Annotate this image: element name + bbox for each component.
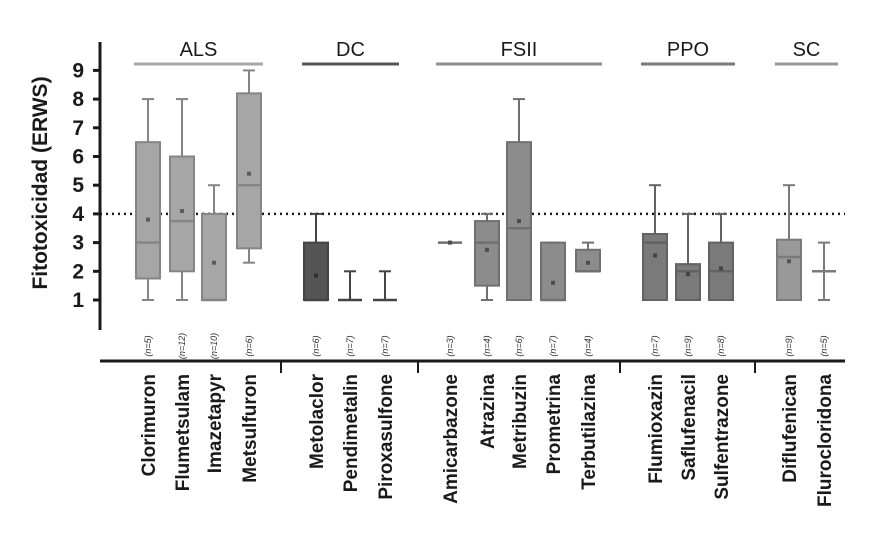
box <box>642 232 668 302</box>
category-label: Sulfentrazone <box>712 374 733 500</box>
n-label: (n=4) <box>482 335 492 356</box>
n-label: (n=5) <box>819 335 829 356</box>
mean-marker <box>448 240 452 245</box>
box <box>303 241 329 302</box>
box <box>575 248 601 273</box>
mean-marker <box>247 171 251 176</box>
n-label: (n=8) <box>716 335 726 356</box>
category-label: Terbutilazina <box>579 374 600 490</box>
box <box>474 220 500 287</box>
mean-marker <box>686 272 690 277</box>
mean-marker <box>551 280 555 285</box>
group-label-ppo: PPO <box>667 39 709 61</box>
n-label: (n=10) <box>209 333 219 359</box>
y-tick-label: 4 <box>72 203 84 226</box>
n-label: (n=9) <box>683 335 693 356</box>
n-label: (n=9) <box>784 335 794 356</box>
box <box>776 238 802 301</box>
y-tick-label: 1 <box>72 289 84 312</box>
n-label: (n=3) <box>445 335 455 356</box>
y-tick-label: 8 <box>72 88 84 111</box>
category-label: Flumetsulam <box>173 374 194 491</box>
mean-marker <box>180 209 184 214</box>
n-label: (n=6) <box>244 335 254 356</box>
n-label: (n=6) <box>311 335 321 356</box>
mean-marker <box>586 260 590 265</box>
category-label: Piroxasulfone <box>376 374 397 500</box>
y-axis-label: Fitotoxicidad (ERWS) <box>29 76 52 289</box>
category-label: Saflufenacil <box>679 374 700 481</box>
y-tick-label: 2 <box>72 260 84 283</box>
group-label-fsii: FSII <box>501 39 538 61</box>
mean-marker <box>314 273 318 278</box>
category-label: Metolaclor <box>307 373 328 469</box>
y-tick-label: 3 <box>72 232 84 255</box>
category-label: Flumioxazin <box>646 374 667 484</box>
category-label: Pendimetalin <box>341 374 362 492</box>
box <box>201 212 227 301</box>
category-label: Prometrina <box>544 374 565 475</box>
box <box>135 141 161 280</box>
category-label: Metsulfuron <box>240 374 261 483</box>
category-label: Amicarbazone <box>441 374 462 504</box>
group-label-als: ALS <box>180 39 218 61</box>
n-label: (n=7) <box>345 335 355 356</box>
n-label: (n=7) <box>650 335 660 356</box>
box <box>236 92 262 250</box>
n-label: (n=7) <box>548 335 558 356</box>
group-label-sc: SC <box>793 39 821 61</box>
y-tick-label: 5 <box>72 174 84 197</box>
y-tick-label: 6 <box>72 146 84 169</box>
y-tick-label: 9 <box>72 59 84 82</box>
mean-marker <box>517 219 521 224</box>
n-label: (n=4) <box>583 335 593 356</box>
category-label: Diflufenican <box>780 374 801 483</box>
group-label-dc: DC <box>336 39 365 61</box>
mean-marker <box>787 259 791 264</box>
y-tick-label: 7 <box>72 117 84 140</box>
n-label: (n=12) <box>177 333 187 359</box>
mean-marker <box>485 247 489 252</box>
box <box>540 241 566 302</box>
plot-area: 1 2 3 4 5 6 7 8 9 ALS DC FSII PPO SC (n=5) Clorimuron (n… <box>72 39 845 507</box>
mean-marker <box>653 253 657 258</box>
box <box>169 155 195 273</box>
n-label: (n=6) <box>514 335 524 356</box>
mean-marker <box>146 217 150 222</box>
category-label: Flurocloridona <box>815 374 836 507</box>
mean-marker <box>212 260 216 265</box>
category-label: Clorimuron <box>139 374 160 476</box>
category-label: Imazetapyr <box>205 373 226 473</box>
box <box>675 263 701 301</box>
mean-marker <box>719 266 723 271</box>
category-label: Metribuzin <box>510 374 531 469</box>
n-label: (n=7) <box>380 335 390 356</box>
category-label: Atrazina <box>478 374 499 449</box>
n-label: (n=5) <box>143 335 153 356</box>
